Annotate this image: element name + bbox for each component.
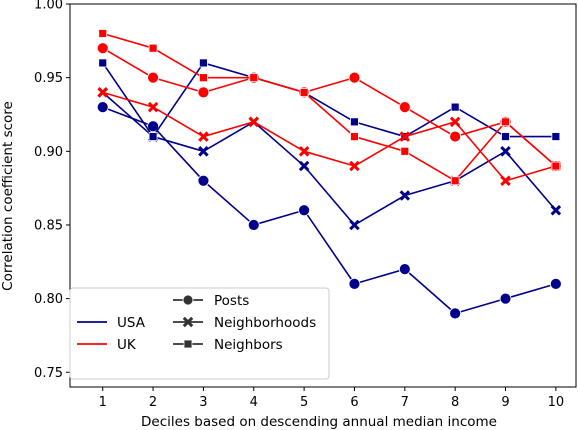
data-point-uk-neighborhoods: [248, 116, 260, 128]
legend-label-uk: UK: [117, 337, 137, 353]
data-point-usa-neighbors: [199, 58, 208, 68]
data-point-uk-posts: [147, 71, 159, 84]
data-point-uk-neighborhoods: [298, 146, 310, 157]
y-tick-label: 1.00: [34, 0, 63, 13]
data-point-usa-posts: [197, 174, 210, 187]
legend-label-neighborhoods: Neighborhoods: [214, 315, 316, 331]
x-tick-label: 9: [501, 395, 509, 410]
legend-label-posts: Posts: [214, 293, 249, 309]
data-point-usa-neighbors: [551, 132, 561, 141]
x-tick-label: 4: [250, 395, 258, 410]
legend-label-usa: USA: [117, 315, 146, 331]
data-point-usa-posts: [96, 101, 109, 114]
data-point-usa-neighbors: [148, 132, 158, 141]
data-point-uk-posts: [197, 86, 210, 99]
data-point-usa-posts: [298, 204, 311, 217]
data-point-uk-neighbors: [148, 43, 158, 53]
x-tick-label: 6: [350, 395, 358, 410]
series-line-uk-posts: [102, 47, 557, 167]
data-point-usa-neighborhoods: [500, 146, 511, 157]
series-layer: [96, 29, 562, 320]
data-point-uk-neighborhoods: [97, 87, 108, 98]
x-tick-label: 2: [149, 395, 157, 410]
data-point-uk-neighbors: [249, 73, 259, 83]
y-tick-label: 0.85: [34, 218, 63, 233]
data-point-usa-posts: [499, 292, 512, 305]
data-point-uk-posts: [449, 130, 462, 143]
data-point-usa-posts: [247, 219, 260, 231]
legend-marker-posts: [182, 294, 194, 306]
data-point-usa-posts: [449, 307, 462, 320]
series-line-uk-neighbors: [102, 32, 557, 182]
x-axis-ticks: 1 2 3 4 5 6 7 8 9 10: [99, 387, 565, 410]
data-point-usa-neighbors: [350, 117, 359, 127]
x-tick-label: 10: [548, 395, 565, 410]
data-point-usa-neighborhoods: [198, 146, 209, 157]
series-usa-posts: [96, 101, 562, 320]
series-line-usa-neighborhoods: [102, 91, 557, 226]
series-line-usa-neighbors: [102, 62, 556, 138]
data-point-uk-neighbors: [199, 73, 208, 83]
y-axis-label: Correlation coefficient score: [0, 101, 16, 291]
data-point-usa-neighborhoods: [298, 160, 310, 172]
data-point-uk-posts: [398, 101, 411, 114]
legend-box: [69, 287, 330, 380]
y-axis-ticks: 0.75 0.80 0.85 0.90 0.95 1.00: [34, 0, 70, 381]
data-point-usa-neighbors: [98, 58, 108, 68]
data-point-uk-neighbors: [551, 161, 561, 171]
data-point-usa-neighbors: [501, 132, 510, 141]
data-point-uk-neighbors: [98, 29, 108, 38]
x-tick-label: 8: [451, 395, 459, 410]
data-point-uk-neighborhoods: [198, 131, 209, 142]
y-tick-label: 0.95: [34, 71, 63, 86]
y-tick-label: 0.90: [34, 145, 63, 160]
data-point-uk-posts: [348, 71, 361, 84]
x-tick-label: 3: [199, 395, 207, 410]
data-point-uk-neighborhoods: [449, 116, 461, 128]
data-point-uk-neighborhoods: [500, 175, 511, 187]
data-point-uk-neighbors: [350, 132, 359, 141]
series-line-usa-posts: [102, 106, 557, 315]
series-uk-neighbors: [98, 29, 561, 186]
data-point-uk-neighborhoods: [349, 160, 360, 172]
x-axis-label: Deciles based on descending annual media…: [141, 414, 497, 430]
y-tick-label: 0.75: [34, 366, 63, 381]
data-point-uk-posts: [96, 42, 109, 55]
legend-marker-neighbors: [183, 339, 193, 349]
data-point-usa-posts: [549, 277, 562, 290]
legend-marker-neighborhoods: [182, 316, 194, 328]
data-point-uk-neighbors: [299, 87, 309, 97]
data-point-usa-posts: [348, 277, 361, 290]
x-tick-label: 1: [99, 395, 107, 410]
data-point-uk-neighborhoods: [399, 131, 411, 142]
data-point-usa-neighborhoods: [399, 190, 411, 201]
data-point-usa-neighborhoods: [349, 219, 360, 231]
x-tick-label: 5: [300, 395, 308, 410]
data-point-uk-neighbors: [400, 146, 410, 156]
data-point-usa-neighborhoods: [550, 204, 562, 216]
data-point-uk-neighbors: [501, 117, 510, 127]
x-tick-label: 7: [401, 395, 409, 410]
data-point-uk-neighbors: [450, 176, 460, 186]
plot-frame: [69, 3, 577, 388]
legend: USA UK Posts Neighborhoods Neighbors: [69, 287, 330, 380]
y-tick-label: 0.80: [34, 292, 63, 307]
legend-label-neighbors: Neighbors: [214, 337, 283, 353]
data-point-usa-posts: [147, 120, 159, 133]
data-point-usa-neighbors: [450, 102, 460, 112]
data-point-uk-neighborhoods: [147, 101, 159, 113]
data-point-usa-posts: [398, 263, 411, 276]
